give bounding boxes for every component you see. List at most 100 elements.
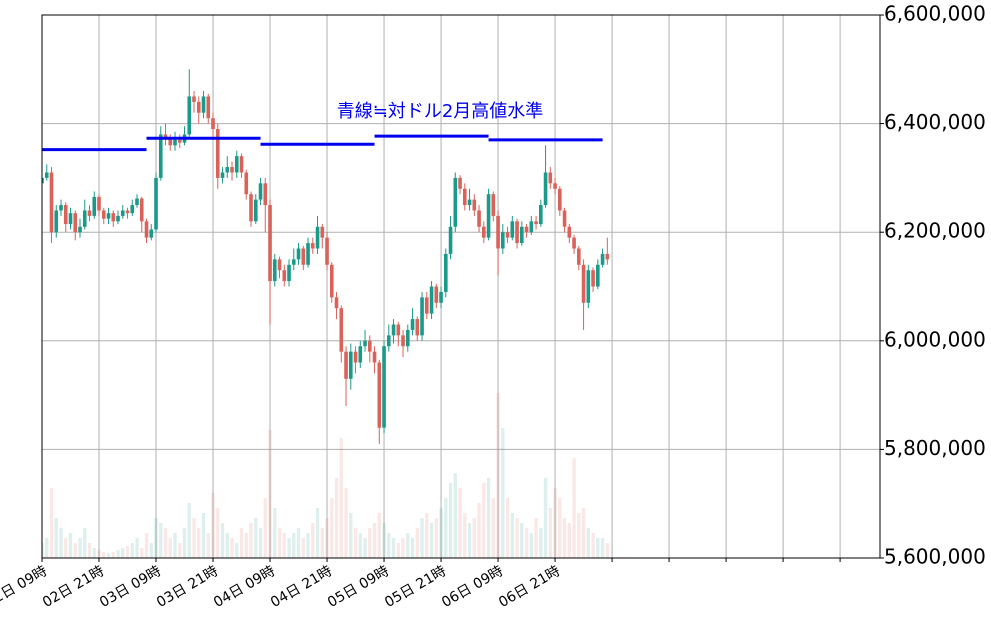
- volume-bar: [496, 393, 500, 558]
- candle-body: [230, 167, 234, 173]
- candle-body: [539, 205, 543, 225]
- volume-bar: [42, 543, 44, 558]
- candle-body: [524, 226, 529, 233]
- candle-body: [49, 172, 54, 233]
- volume-bar: [220, 523, 225, 558]
- volume-bar: [192, 518, 196, 558]
- volume-bar: [97, 550, 101, 558]
- volume-bar: [415, 528, 419, 558]
- volume-bar: [448, 483, 453, 558]
- volume-bar: [273, 508, 277, 558]
- candle-body: [481, 226, 486, 238]
- candle-body: [458, 177, 462, 189]
- candle-body: [363, 340, 367, 347]
- x-tick-label: 04日 21時: [268, 563, 335, 611]
- candle-body: [130, 205, 135, 214]
- volume-bar: [311, 523, 315, 558]
- candle-body: [443, 253, 448, 292]
- volume-bar: [102, 552, 106, 558]
- candle-body: [73, 213, 78, 233]
- x-tick-label: 03日 09時: [97, 563, 164, 611]
- volume-bar: [577, 513, 581, 558]
- candle-body: [92, 196, 97, 216]
- x-tick-label: 05日 21時: [382, 563, 449, 611]
- volume-bar: [520, 523, 524, 558]
- candle-body: [567, 226, 572, 238]
- candle-body: [220, 172, 225, 178]
- volume-bar: [586, 528, 590, 558]
- candle-body: [453, 177, 458, 227]
- volume-bar: [330, 498, 334, 558]
- candle-body: [320, 226, 325, 238]
- volume-bar: [49, 488, 54, 558]
- candle-body: [239, 156, 244, 173]
- volume-bar: [83, 528, 87, 558]
- candle-body: [272, 259, 277, 282]
- volume-bar: [486, 478, 491, 558]
- candle-body: [268, 205, 272, 282]
- candle-body: [420, 297, 424, 336]
- candle-body: [396, 324, 401, 336]
- plot-area: [42, 15, 880, 558]
- volume-bar: [163, 528, 168, 558]
- candle-body: [211, 118, 215, 130]
- plot-frame: [41, 14, 881, 559]
- volume-bar: [387, 533, 391, 558]
- candle-body: [581, 264, 586, 303]
- candle-body: [125, 210, 130, 214]
- candle-body: [348, 351, 353, 379]
- candle-body: [68, 213, 73, 225]
- candle-body: [277, 259, 282, 271]
- candle-body: [510, 221, 515, 238]
- candle-body: [415, 319, 420, 336]
- volume-bar: [600, 538, 605, 558]
- candle-body: [282, 270, 287, 282]
- candle-body: [306, 243, 310, 265]
- candle-body: [391, 324, 396, 336]
- candle-body: [334, 297, 339, 309]
- candle-body: [424, 297, 429, 314]
- volume-bar: [529, 533, 533, 558]
- candle-body: [586, 270, 591, 303]
- candle-body: [154, 177, 158, 230]
- y-tick-label: 5,600,000: [884, 545, 986, 569]
- candle-body: [215, 129, 220, 178]
- candle-body: [258, 183, 263, 200]
- y-tick-label: 6,200,000: [884, 219, 986, 243]
- candle-body: [149, 229, 154, 238]
- candle-body: [591, 270, 595, 287]
- volume-bar: [382, 523, 386, 558]
- candle-body: [529, 221, 534, 233]
- candle-body: [63, 205, 68, 225]
- volume-bar: [64, 538, 68, 558]
- volume-bar: [106, 553, 111, 558]
- volume-bar: [125, 546, 130, 558]
- volume-bar: [596, 538, 600, 558]
- volume-bar: [491, 498, 495, 558]
- candle-body: [486, 194, 491, 238]
- candle-body: [163, 134, 168, 138]
- volume-bar: [377, 513, 381, 558]
- volume-bar: [325, 518, 329, 558]
- candle-body: [534, 221, 538, 225]
- volume-bar: [439, 508, 443, 558]
- volume-bar: [178, 543, 182, 558]
- volume-bar: [548, 508, 552, 558]
- candle-body: [177, 139, 182, 143]
- candle-body: [196, 101, 201, 113]
- volume-bar: [225, 533, 229, 558]
- candle-body: [192, 96, 196, 102]
- candle-body: [139, 198, 144, 222]
- volume-bar: [425, 513, 429, 558]
- volume-bar: [306, 533, 310, 558]
- candle-body: [291, 259, 296, 265]
- candle-body: [439, 291, 443, 303]
- candle-body: [253, 199, 258, 222]
- volume-bar: [87, 543, 92, 558]
- candle-body: [116, 215, 120, 222]
- candle-body: [310, 243, 315, 249]
- volume-bar: [453, 473, 457, 558]
- volume-bar: [263, 498, 267, 558]
- volume-bar: [258, 528, 263, 558]
